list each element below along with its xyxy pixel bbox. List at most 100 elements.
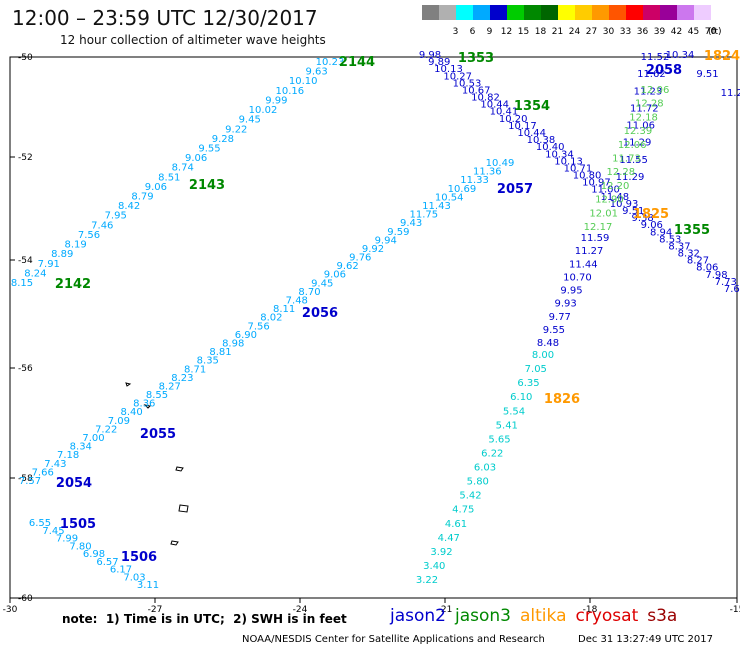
wave-height-value: 10.80 (573, 171, 602, 182)
wave-height-value: 7.67 (724, 284, 740, 295)
wave-height-value: 12.90 (595, 195, 624, 206)
wave-height-value: 9.99 (265, 95, 287, 106)
pass-number-label: 1825 (633, 207, 669, 222)
wave-height-value: 8.37 (668, 242, 690, 253)
scale-swatch (507, 5, 524, 20)
wave-height-value: 10.67 (462, 86, 491, 97)
wave-height-value: 7.43 (44, 459, 66, 470)
scale-swatch (422, 5, 439, 20)
wave-height-value: 5.42 (459, 491, 481, 502)
scale-swatch (558, 5, 575, 20)
island-outline (175, 466, 184, 472)
wave-height-value: 7.99 (56, 534, 78, 545)
wave-height-value: 9.51 (696, 69, 718, 80)
wave-height-value: 11.75 (409, 210, 438, 221)
wave-height-value: 10.02 (249, 105, 278, 116)
island-outline (178, 504, 189, 513)
wave-height-value: 4.75 (452, 505, 474, 516)
wave-height-value: 9.62 (336, 261, 358, 272)
wave-height-value: 9.06 (185, 153, 207, 164)
wave-height-value: 8.53 (659, 234, 681, 245)
wave-height-value: 10.27 (443, 71, 472, 82)
wave-height-value: 9.06 (641, 220, 663, 231)
wave-height-value: 10.38 (527, 135, 556, 146)
color-scale: 3 6 9 12 15 18 21 24 27 30 33 36 39 42 45 70(ft) (422, 5, 722, 37)
wave-height-value: 11.06 (626, 121, 655, 132)
wave-height-value: 6.35 (517, 378, 539, 389)
wave-height-value: 8.11 (273, 304, 295, 315)
wave-height-value: 8.23 (171, 373, 193, 384)
wave-height-value: 7.05 (525, 364, 547, 375)
wave-height-value: 11.33 (460, 175, 489, 186)
wave-height-value: 7.57 (19, 476, 41, 487)
wave-height-value: 7.66 (32, 467, 54, 478)
wave-height-value: 8.36 (133, 399, 155, 410)
wave-height-value: 9.51 (622, 206, 644, 217)
scale-swatch (677, 5, 694, 20)
wave-height-value: 7.98 (705, 270, 727, 281)
scale-label: 70 (705, 27, 717, 37)
wave-height-value: 6.57 (96, 557, 118, 568)
lat-tick-label: -56 (18, 364, 33, 374)
scale-swatch (575, 5, 592, 20)
pass-number-label: 1824 (704, 49, 740, 64)
wave-height-value: 10.49 (486, 158, 515, 169)
scale-swatch (592, 5, 609, 20)
wave-height-value: 8.89 (51, 249, 73, 260)
legend-altika: altika (520, 606, 567, 626)
wave-height-value: 9.76 (349, 253, 371, 264)
wave-height-value: 5.80 (467, 477, 489, 488)
scale-label: 15 (518, 27, 529, 37)
wave-height-value: 7.03 (123, 572, 145, 583)
wave-height-value: 5.65 (488, 434, 510, 445)
scale-swatch (541, 5, 558, 20)
wave-height-value: 8.06 (696, 263, 718, 274)
wave-height-value: 9.94 (375, 235, 397, 246)
pass-number-label: 1353 (458, 51, 494, 66)
lat-tick-label: -54 (18, 256, 33, 266)
wave-height-value: 12.18 (629, 112, 658, 123)
scale-swatch (490, 5, 507, 20)
wave-height-value: 12.17 (584, 222, 613, 233)
scale-label: 21 (552, 27, 563, 37)
footnote: note: 1) Time is in UTC; 2) SWH is in fe… (62, 612, 347, 626)
wave-height-value: 8.35 (197, 356, 219, 367)
pass-number-label: 2055 (140, 427, 176, 442)
credit-line: NOAA/NESDIS Center for Satellite Applica… (242, 634, 545, 645)
pass-number-label: 1826 (544, 392, 580, 407)
wave-height-value: 12.20 (601, 181, 630, 192)
wave-height-value: 6.90 (235, 330, 257, 341)
scale-label: 33 (620, 27, 631, 37)
pass-number-label: 2144 (339, 55, 375, 70)
island-outline (143, 404, 152, 409)
wave-height-value: 10.53 (453, 78, 482, 89)
wave-height-value: 11.48 (600, 192, 629, 203)
wave-height-value: 7.56 (247, 321, 269, 332)
wave-height-value: 11.29 (623, 138, 652, 149)
wave-height-value: 9.45 (311, 278, 333, 289)
lon-tick-label: -18 (583, 605, 598, 615)
legend-s3a: s3a (647, 606, 678, 626)
wave-height-value: 6.10 (510, 392, 532, 403)
wave-height-value: 5.41 (496, 420, 518, 431)
scale-swatch (643, 5, 660, 20)
lat-tick-label: -60 (18, 594, 33, 604)
wave-height-value: 7.80 (69, 541, 91, 552)
wave-height-value: 6.03 (474, 463, 496, 474)
wave-height-value: 9.77 (549, 312, 571, 323)
wave-height-value: 10.16 (275, 86, 304, 97)
wave-height-value: 7.95 (105, 211, 127, 222)
wave-height-value: 3.40 (423, 561, 445, 572)
wave-height-value: 9.63 (305, 67, 327, 78)
scale-label: 3 (453, 27, 459, 37)
wave-height-value: 11.20 (721, 88, 740, 99)
pass-number-label: 2058 (646, 63, 682, 78)
scale-label: 12 (501, 27, 512, 37)
wave-height-value: 8.15 (11, 278, 33, 289)
wave-height-value: 10.69 (448, 184, 477, 195)
pass-number-label: 1505 (60, 517, 96, 532)
wave-height-value: 10.93 (610, 199, 639, 210)
wave-height-value: 7.00 (82, 433, 104, 444)
wave-height-value: 11.73 (612, 154, 641, 165)
wave-height-value: 9.22 (225, 124, 247, 135)
